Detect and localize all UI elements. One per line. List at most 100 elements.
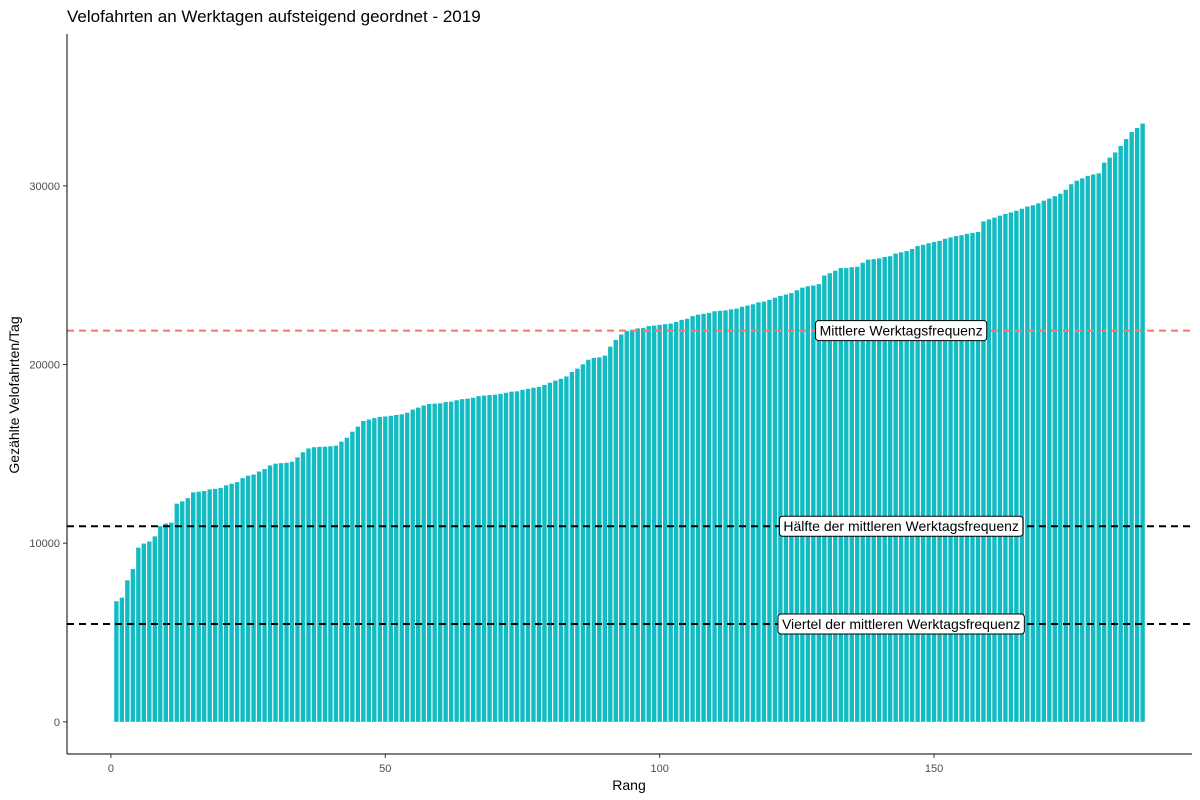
bar	[871, 259, 876, 722]
bar	[904, 251, 909, 722]
bar	[191, 492, 196, 722]
y-tick-label: 20000	[29, 360, 60, 372]
bar	[207, 489, 212, 722]
x-axis-title: Rang	[612, 777, 645, 793]
bar	[503, 392, 509, 722]
bar	[619, 334, 624, 722]
bar	[333, 445, 339, 722]
bar	[778, 295, 783, 722]
bar	[388, 415, 393, 722]
bar	[1003, 213, 1008, 722]
bar	[1091, 174, 1096, 722]
y-tick-label: 10000	[29, 538, 60, 550]
bar	[690, 316, 695, 722]
chart-title: Velofahrten an Werktagen aufsteigend geo…	[67, 7, 481, 26]
bar	[816, 284, 822, 722]
bar	[1134, 127, 1140, 722]
bar	[1069, 184, 1074, 722]
bar	[147, 541, 152, 722]
bar	[267, 465, 273, 722]
bar	[706, 312, 712, 722]
bar	[855, 266, 860, 722]
bar	[421, 405, 426, 722]
bar	[739, 306, 745, 722]
bar	[372, 418, 377, 722]
bar	[141, 543, 147, 722]
bar	[657, 324, 662, 722]
reference-line-label: Viertel der mittleren Werktagsfrequenz	[777, 613, 1025, 635]
label-box	[778, 515, 1024, 537]
bar	[679, 319, 684, 722]
bar	[514, 391, 520, 722]
bar	[212, 488, 218, 722]
bar	[498, 393, 503, 722]
bar	[492, 394, 498, 722]
bar	[158, 526, 163, 722]
bar	[624, 330, 629, 722]
bar	[383, 416, 388, 722]
bar	[635, 328, 640, 722]
bar	[448, 401, 454, 722]
bar	[849, 267, 854, 722]
bar	[443, 402, 448, 722]
bar	[1036, 203, 1041, 722]
bar	[997, 215, 1003, 722]
bar	[772, 297, 778, 722]
bar	[1052, 196, 1057, 722]
bar	[459, 399, 465, 722]
bar	[909, 248, 915, 722]
reference-line-label-text: Hälfte der mittleren Werktagsfrequenz	[783, 518, 1019, 534]
bar	[180, 501, 185, 722]
bar	[366, 419, 372, 722]
axes-layer	[66, 34, 1192, 755]
bar	[986, 219, 992, 722]
bar	[811, 285, 816, 722]
bar	[284, 462, 289, 722]
bar	[794, 290, 800, 722]
bar	[202, 491, 207, 722]
bar	[119, 597, 125, 722]
bar	[641, 328, 646, 722]
bar	[542, 384, 547, 722]
bar	[915, 246, 920, 722]
bar	[427, 404, 432, 722]
bar	[1118, 146, 1123, 722]
bar	[959, 235, 964, 722]
bar	[750, 304, 756, 722]
bar	[575, 368, 580, 722]
bar	[1058, 193, 1063, 722]
bar	[1102, 162, 1107, 722]
x-axis-ticks: 0 50 100 150	[108, 754, 943, 775]
bar	[377, 416, 382, 722]
bar	[1025, 206, 1030, 722]
bar	[937, 240, 942, 722]
bar	[1112, 152, 1118, 722]
bar	[229, 483, 234, 722]
bar	[223, 485, 229, 722]
bar	[805, 286, 811, 722]
bar	[553, 380, 558, 722]
bar	[970, 232, 975, 722]
bar	[789, 293, 794, 722]
bar	[234, 482, 240, 722]
bar	[218, 487, 223, 722]
bar	[531, 387, 536, 722]
bar	[597, 357, 602, 722]
bar	[1019, 208, 1025, 722]
bar	[613, 339, 618, 722]
bar	[558, 378, 564, 722]
bar	[860, 262, 865, 722]
bar	[1107, 157, 1112, 722]
bar	[1074, 180, 1079, 722]
bar	[487, 395, 492, 722]
bar	[717, 310, 723, 722]
bar	[948, 237, 953, 722]
y-axis-title: Gezählte Velofahrten/Tag	[6, 316, 22, 473]
bar	[964, 233, 970, 722]
label-box	[815, 320, 988, 342]
bar	[866, 259, 871, 722]
bar	[470, 397, 476, 722]
bar	[465, 398, 470, 722]
bar	[898, 252, 904, 722]
y-tick-label: 0	[54, 717, 60, 729]
